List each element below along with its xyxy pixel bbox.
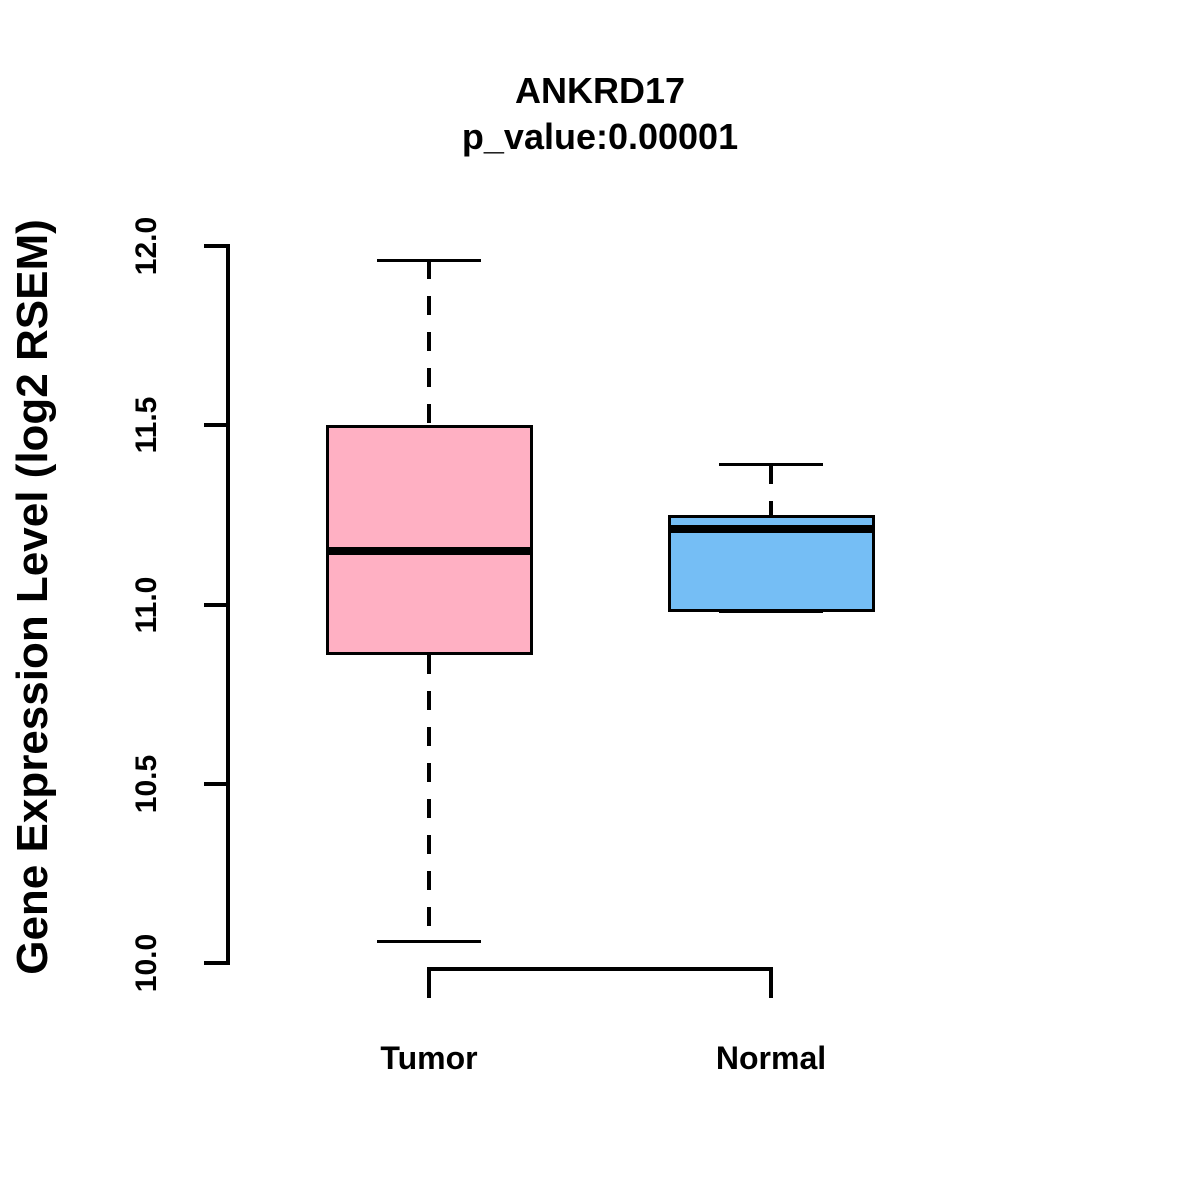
tumor-box [325,425,533,655]
y-tick-label: 11.0 [130,576,163,633]
tumor-lower-whisker-cap [377,939,481,943]
y-axis-tick [204,602,230,607]
tumor-upper-whisker [427,260,431,426]
y-axis-title: Gene Expression Level (log2 RSEM) [8,219,57,975]
tumor-lower-whisker [427,654,431,942]
tumor-median-line [325,546,533,555]
normal-median-line [667,525,875,534]
x-category-label-normal: Normal [715,1040,827,1076]
chart-title-block: ANKRD17 p_value:0.00001 [462,68,738,160]
x-axis-tick [769,967,773,998]
y-tick-label: 10.5 [130,754,163,813]
y-tick-label: 12.0 [130,216,163,276]
y-tick-label: 10.0 [130,933,163,993]
x-axis-tick [427,967,431,998]
y-axis-tick [204,961,230,965]
y-axis-tick [204,781,230,786]
y-tick-label: 11.5 [130,396,163,454]
tumor-upper-whisker-cap [377,258,481,262]
normal-upper-whisker-cap [719,463,823,467]
chart-title: ANKRD17 [514,70,686,111]
y-axis-tick [204,244,230,248]
x-category-label-tumor: Tumor [380,1040,478,1076]
x-axis-line [427,967,773,971]
chart-subtitle: p_value:0.00001 [461,116,739,157]
normal-upper-whisker [769,464,773,515]
y-axis-tick [204,423,230,428]
normal-lower-whisker-cap [719,610,823,614]
